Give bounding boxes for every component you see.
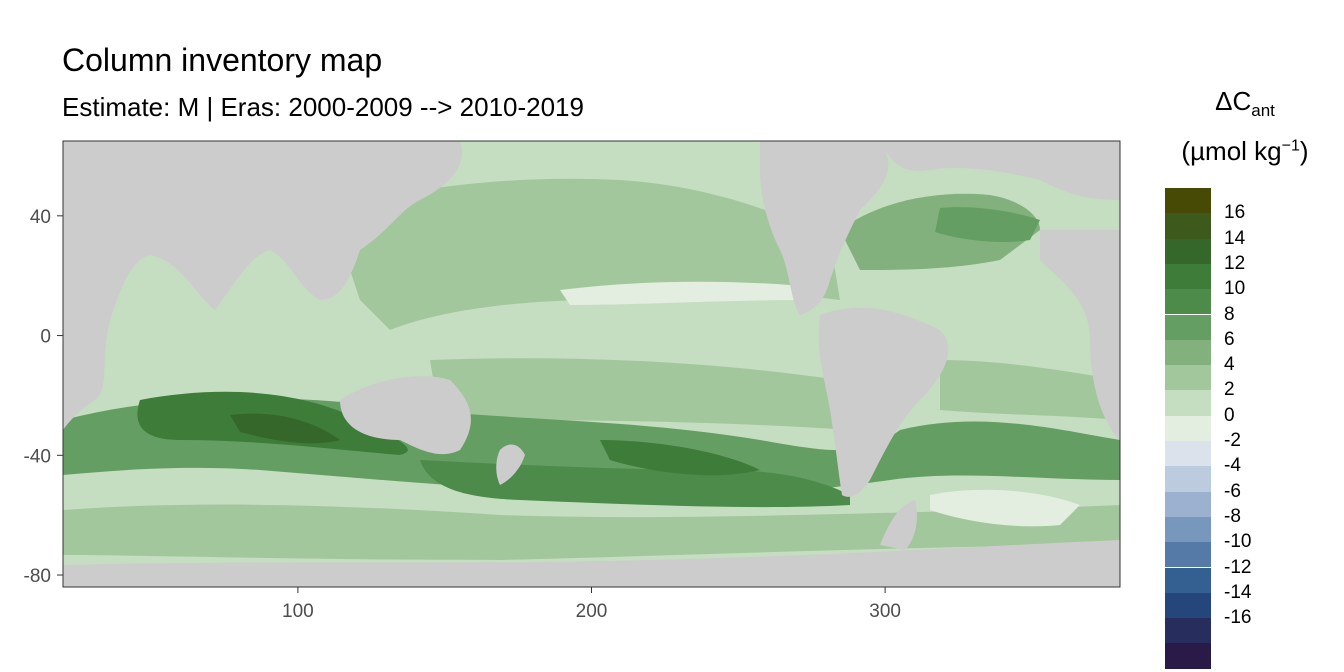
legend-unit-superscript: −1	[1281, 137, 1300, 155]
legend-swatch	[1165, 314, 1211, 340]
south-america	[818, 307, 949, 497]
legend-label: -2	[1224, 430, 1241, 451]
map-subtitle: Estimate: M | Eras: 2000-2009 --> 2010-2…	[62, 92, 584, 122]
legend-label: 14	[1224, 227, 1246, 249]
legend-label: -10	[1224, 531, 1252, 553]
legend-label: 12	[1224, 252, 1246, 274]
legend-label: -8	[1224, 505, 1241, 527]
y-tick-label: 40	[30, 207, 51, 228]
legend-swatch	[1165, 238, 1211, 264]
map-title: Column inventory map	[62, 42, 383, 78]
australia	[340, 376, 471, 455]
greenland-arctic	[880, 141, 1120, 200]
legend-unit-suffix: )	[1299, 136, 1309, 166]
legend-label: 10	[1224, 278, 1246, 300]
legend-title-subscript: ant	[1251, 101, 1275, 121]
legend-swatch	[1165, 542, 1211, 568]
legend-swatch	[1165, 516, 1211, 543]
north-america	[760, 141, 889, 315]
legend-swatch	[1165, 567, 1211, 593]
legend-label: 8	[1224, 303, 1235, 325]
x-tick-label: 300	[869, 601, 901, 622]
legend-swatch	[1165, 263, 1211, 290]
legend-title: ΔCant	[1160, 86, 1330, 121]
legend-swatch	[1165, 491, 1211, 517]
legend-swatch	[1165, 188, 1211, 214]
new-zealand	[496, 444, 525, 485]
equatorial-pacific-light	[560, 281, 800, 305]
land	[63, 141, 1120, 587]
antarctica	[63, 540, 1120, 587]
legend-label: 16	[1224, 202, 1246, 224]
weddell-light	[930, 489, 1080, 527]
europe-africa-east	[1040, 230, 1120, 440]
legend-label: -4	[1224, 455, 1241, 477]
legend-label: 6	[1224, 328, 1235, 350]
y-tick-label: 0	[40, 327, 51, 348]
y-tick-label: -80	[24, 566, 51, 587]
south-atlantic-field	[940, 360, 1120, 420]
legend-swatch	[1165, 289, 1211, 315]
legend-swatch	[1165, 339, 1211, 366]
indian-ocean-peak	[230, 413, 340, 444]
legend-swatch	[1165, 643, 1211, 669]
legend-label: -16	[1224, 607, 1252, 629]
legend-swatch	[1165, 466, 1211, 492]
legend-swatch	[1165, 592, 1211, 619]
legend-swatch	[1165, 441, 1211, 467]
map-layers	[63, 141, 1120, 587]
legend-swatch	[1165, 415, 1211, 441]
antarctic-peninsula	[880, 500, 917, 550]
north-atlantic-core	[935, 207, 1040, 243]
legend-swatch	[1165, 365, 1211, 391]
legend-label: -12	[1224, 556, 1252, 578]
legend-label: 4	[1224, 354, 1235, 376]
legend-swatch	[1165, 618, 1211, 644]
eurasia-africa	[63, 141, 462, 430]
legend-label: -14	[1224, 581, 1252, 603]
y-tick-label: -40	[24, 446, 51, 467]
legend-label: -6	[1224, 480, 1241, 502]
legend-label: 0	[1224, 404, 1235, 426]
x-tick-label: 100	[282, 601, 314, 622]
south-pacific-core	[600, 440, 760, 476]
legend-title-main: ΔC	[1215, 86, 1252, 116]
legend-label: 2	[1224, 379, 1235, 401]
legend-unit-prefix: (µmol kg	[1181, 136, 1282, 166]
south-pacific-field	[430, 358, 850, 430]
legend-swatch	[1165, 213, 1211, 239]
legend-swatch	[1165, 390, 1211, 416]
x-tick-label: 200	[576, 601, 608, 622]
antarctic-margin	[63, 504, 1120, 560]
legend-unit: (µmol kg−1)	[1160, 136, 1330, 167]
